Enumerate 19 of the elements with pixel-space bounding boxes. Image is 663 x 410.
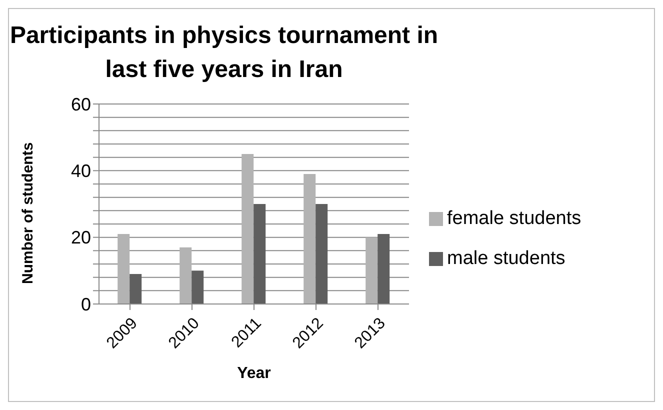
- y-tick-label: 40: [70, 161, 91, 182]
- y-axis-title: Number of students: [19, 142, 36, 284]
- bar: [118, 234, 130, 304]
- bar: [130, 274, 142, 304]
- bar: [180, 247, 192, 304]
- bar: [242, 154, 254, 304]
- x-axis-title: Year: [237, 365, 271, 382]
- bar: [316, 204, 328, 304]
- bar: [192, 270, 204, 304]
- bar: [254, 204, 266, 304]
- chart-title: Participants in physics tournament in last five years in Iran: [9, 21, 439, 85]
- y-tick-label: 20: [70, 228, 91, 248]
- legend-label: female students: [447, 208, 582, 229]
- y-tick-label: 0: [80, 294, 91, 314]
- legend-label: male students: [447, 248, 566, 269]
- bar: [378, 234, 390, 304]
- bar: [366, 237, 378, 304]
- y-tick-label: 60: [70, 94, 91, 114]
- bar: [304, 174, 316, 304]
